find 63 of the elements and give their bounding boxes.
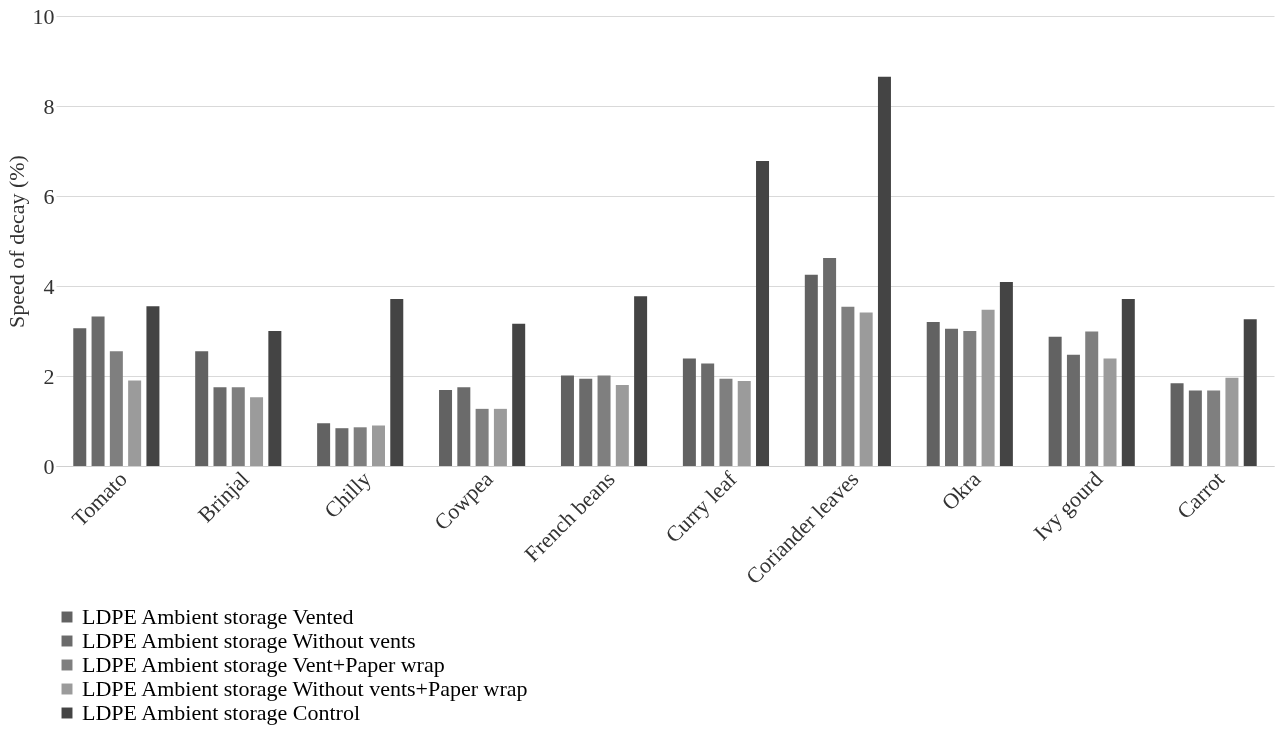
bar <box>560 375 574 466</box>
bar <box>1243 319 1257 466</box>
bar <box>439 389 453 466</box>
bar <box>512 323 526 466</box>
bar <box>579 378 593 466</box>
bar <box>146 306 160 466</box>
legend-label: LDPE Ambient storage Vented <box>82 604 354 629</box>
y-tick-label: 10 <box>32 3 55 29</box>
bar <box>335 428 349 466</box>
bar <box>877 76 891 466</box>
y-tick-label: 8 <box>43 93 55 119</box>
x-tick-label: Okra <box>936 466 986 516</box>
bar <box>91 316 105 466</box>
legend-label: LDPE Ambient storage Without vents <box>82 628 416 653</box>
bar <box>390 299 404 466</box>
bar <box>1103 358 1117 466</box>
y-tick-label: 0 <box>43 453 55 479</box>
bar <box>804 274 818 466</box>
bar <box>353 427 367 466</box>
bar <box>213 387 227 466</box>
bar <box>823 258 837 466</box>
bar <box>682 358 696 466</box>
bar <box>1225 377 1239 466</box>
bar <box>475 408 489 466</box>
bar <box>268 331 282 466</box>
bar <box>128 380 142 466</box>
legend-label: LDPE Ambient storage Vent+Paper wrap <box>82 652 445 677</box>
bar <box>1066 354 1080 466</box>
bar <box>597 375 611 466</box>
bar <box>737 380 751 466</box>
bar <box>1085 331 1099 466</box>
bar <box>317 423 331 466</box>
bar <box>701 363 715 466</box>
y-axis-title: Speed of decay (%) <box>3 155 29 328</box>
legend-label: LDPE Ambient storage Control <box>82 700 361 725</box>
y-tick-label: 2 <box>43 363 55 389</box>
bar <box>1121 299 1135 466</box>
bar <box>1188 390 1202 466</box>
bar <box>719 378 733 466</box>
bar <box>926 322 940 466</box>
bar <box>109 351 123 466</box>
y-tick-label: 6 <box>43 183 55 209</box>
bar <box>1170 383 1184 466</box>
bar <box>999 281 1013 466</box>
bar <box>859 312 873 466</box>
bar <box>1207 390 1221 466</box>
bar <box>231 387 245 466</box>
bar <box>457 387 471 466</box>
bar <box>195 351 209 466</box>
legend-label: LDPE Ambient storage Without vents+Paper wrap <box>82 676 528 701</box>
bar <box>250 397 264 466</box>
bar <box>493 408 507 466</box>
bar <box>371 425 385 466</box>
bar <box>1048 336 1062 466</box>
bar <box>841 306 855 466</box>
bar <box>615 385 629 466</box>
y-tick-label: 4 <box>43 273 55 299</box>
bar <box>981 309 995 466</box>
bar <box>945 328 959 466</box>
bar <box>963 331 977 466</box>
bar <box>634 296 648 466</box>
bar <box>756 160 770 466</box>
bar <box>73 328 87 466</box>
